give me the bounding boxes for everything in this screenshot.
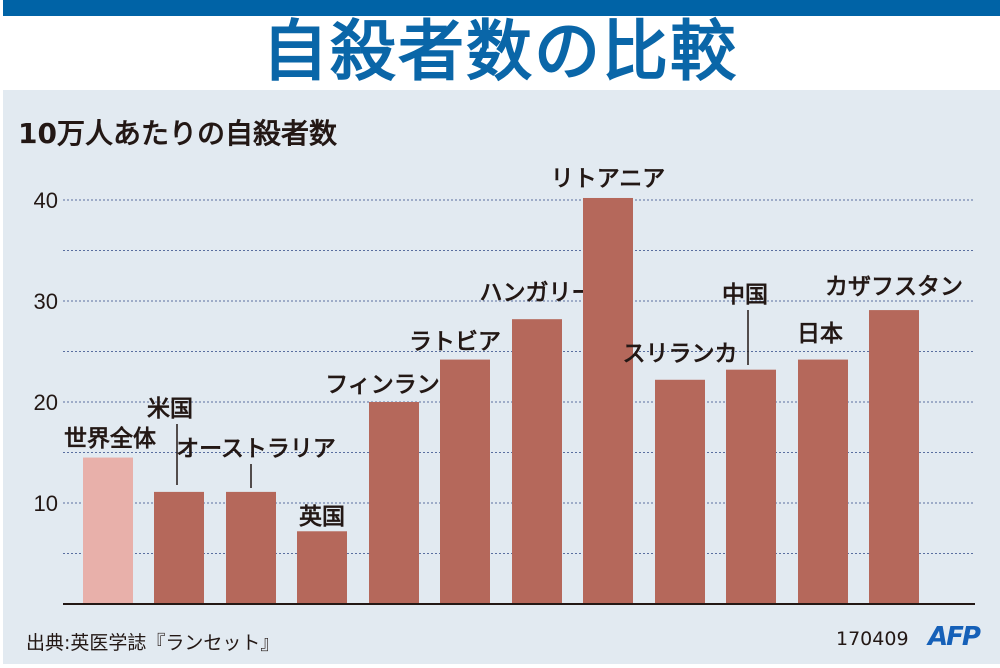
source-note: 出典:英医学誌『ランセット』 [26, 632, 280, 654]
category-label: ハンガリー [480, 280, 595, 306]
category-label: フィンランド [325, 372, 463, 398]
y-tick-label: 30 [34, 289, 58, 314]
category-label: ラトビア [409, 329, 501, 355]
bar [83, 457, 133, 604]
bar [297, 531, 347, 604]
afp-logo: AFP [928, 622, 981, 652]
category-label: 世界全体 [64, 425, 157, 452]
bar [869, 310, 919, 604]
category-label: カザフスタン [825, 274, 963, 300]
category-label: 中国 [722, 282, 768, 308]
category-label: リトアニア [551, 166, 666, 192]
bar [726, 369, 776, 604]
category-label: 米国 [147, 396, 193, 422]
bar [226, 491, 276, 604]
bar [440, 359, 490, 604]
category-label: オーストラリア [176, 436, 336, 462]
bar [154, 491, 204, 604]
category-label: 英国 [299, 503, 345, 530]
bar [583, 197, 633, 605]
bar [798, 359, 848, 604]
bar [655, 379, 705, 604]
top-bar [3, 0, 1000, 16]
y-axis-label: 10万人あたりの自殺者数 [18, 117, 337, 150]
y-tick-label: 20 [34, 390, 58, 415]
y-tick-label: 40 [34, 188, 58, 213]
bar [369, 402, 419, 604]
category-label: 日本 [797, 321, 843, 347]
category-label: スリランカ [623, 341, 738, 367]
chart-title: 自殺者数の比較 [262, 13, 738, 90]
y-tick-label: 10 [34, 491, 58, 516]
bar [512, 319, 562, 604]
date-code: 170409 [836, 628, 909, 650]
